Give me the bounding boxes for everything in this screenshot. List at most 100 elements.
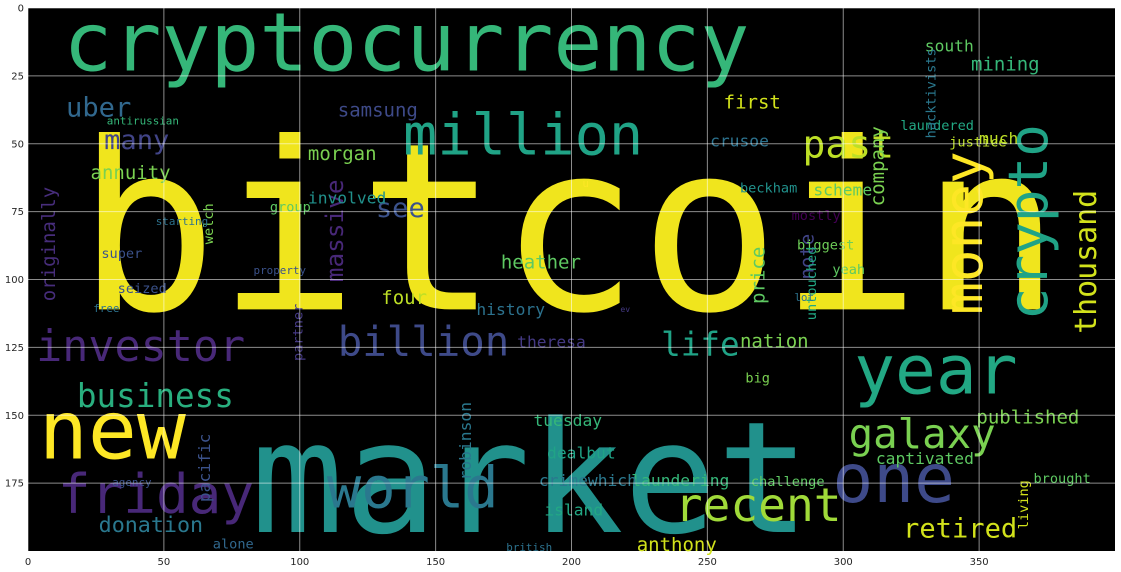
x-tick-label: 0 [25,557,31,568]
word-galaxy: galaxy [849,410,996,458]
word-much: much [979,129,1018,148]
word-past: past [802,122,894,166]
word-challenge: challenge [751,474,825,490]
word-massive: massive [320,179,349,282]
word-theresa: theresa [517,332,586,351]
y-tick-label: 100 [5,275,24,286]
word-laundered: laundered [900,118,974,134]
word-first: first [724,91,781,113]
y-tick-label: 175 [5,479,24,490]
word-anthony: anthony [637,534,717,556]
word-crusoe: crusoe [710,131,769,150]
word-heather: heather [501,252,581,274]
word-brought: brought [1033,471,1090,487]
word-justice: justice [949,134,1006,150]
word-involved: involved [308,188,386,207]
word-big: big [745,371,770,387]
y-tick-label: 0 [18,4,24,15]
word-mining: mining [971,53,1040,75]
word-annuity: annuity [91,162,171,184]
word-thousand: thousand [1069,190,1104,334]
word-group: group [270,200,311,216]
word-uber: uber [66,93,131,124]
word-retired: retired [903,513,1017,544]
word-ev: ev [620,304,630,314]
word-million: million [403,103,643,169]
word-morgan: morgan [308,143,377,165]
word-life: life [661,326,739,364]
word-british: british [506,541,552,554]
word-captivated: captivated [876,449,974,468]
word-mostly: mostly [792,208,841,224]
word-super: super [101,246,142,262]
y-tick-label: 50 [11,139,24,150]
word-cryptocurrency: cryptocurrency [63,0,749,90]
word-friday: friday [58,463,254,526]
word-laundering: laundering [631,471,729,490]
y-tick-label: 25 [11,71,24,82]
word-originally: originally [38,187,60,301]
word-u: u [582,177,589,190]
word-free: free [93,302,119,315]
word-agency: agency [112,476,152,489]
word-seized: seized [118,281,167,297]
word-starting: starting [156,215,208,228]
x-tick-label: 300 [834,557,853,568]
word-market: market [251,388,810,569]
word-property: property [254,264,307,277]
word-antirussian: antirussian [107,115,179,128]
word-billion: billion [338,318,509,366]
word-samsung: samsung [338,100,418,122]
y-tick-label: 125 [5,343,24,354]
word-money: money [932,151,995,314]
word-hacktivists: hacktivists [924,48,940,138]
word-yeah: yeah [832,262,865,278]
word-untouched: untouched [804,247,820,321]
word-bitcoin: bitcoin [77,93,1061,365]
y-axis: 0 25 50 75 100 125 150 175 [5,4,24,490]
word-world: world [327,456,499,522]
word-new: new [39,384,186,479]
word-company: company [867,126,889,206]
word-four: four [381,287,427,309]
word-biggest: biggest [797,238,854,254]
word-one: one [832,440,955,519]
word-beckham: beckham [740,181,797,197]
word-note: note [796,234,818,280]
plot-area: bitcoin market cryptocurrency million newfri… [27,0,1115,569]
word-history: history [476,300,545,319]
word-partner: partner [290,304,306,361]
word-recent: recent [675,478,842,532]
word-island: island [544,501,603,520]
y-tick-label: 75 [11,207,24,218]
x-tick-label: 150 [426,557,445,568]
word-robinson: robinson [456,402,475,480]
x-tick-label: 200 [562,557,581,568]
x-tick-label: 250 [698,557,717,568]
word-south: south [925,36,974,55]
word-nation: nation [740,330,809,352]
word-pacific: pacific [195,434,214,503]
word-price: price [747,247,769,304]
x-tick-label: 100 [290,557,309,568]
y-tick-label: 150 [5,411,24,422]
word-published: published [976,406,1079,428]
word-see: see [376,193,425,224]
x-tick-label: 350 [970,557,989,568]
grid-layer [27,7,1115,551]
word-year: year [854,332,1018,411]
word-living: living [1016,480,1032,529]
word-lot: lot [794,291,814,304]
word-crypto: crypto [997,124,1060,320]
words-layer: bitcoin market cryptocurrency million newfri… [36,0,1104,569]
word-tuesday: tuesday [533,411,602,430]
x-axis: 0 50 100 150 200 250 300 350 [25,557,989,568]
word-crimewhich: crimewhich [539,471,637,490]
word-many: many [104,125,169,156]
x-tick-label: 50 [158,557,171,568]
word-alone: alone [213,536,254,552]
word-business: business [77,377,234,415]
word-welch: welch [201,203,217,244]
word-donation: donation [99,513,203,538]
